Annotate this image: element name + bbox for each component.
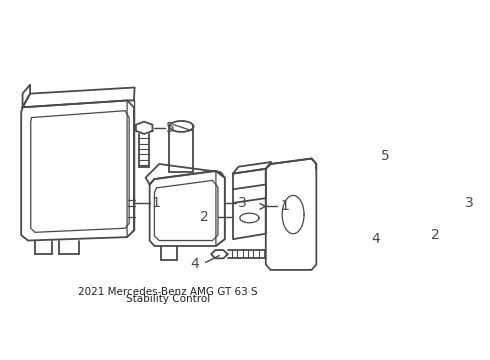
Text: 2: 2	[431, 228, 440, 242]
Text: 5: 5	[166, 121, 175, 135]
Text: 2: 2	[200, 210, 209, 224]
Text: 4: 4	[190, 257, 199, 271]
Text: 4: 4	[372, 232, 380, 246]
Text: 3: 3	[238, 196, 246, 210]
Text: 3: 3	[466, 196, 474, 210]
Text: 5: 5	[381, 149, 390, 163]
Text: 2021 Mercedes-Benz AMG GT 63 S: 2021 Mercedes-Benz AMG GT 63 S	[78, 287, 258, 297]
Text: Stability Control: Stability Control	[126, 294, 210, 304]
Text: 1: 1	[151, 196, 160, 210]
Text: 1: 1	[281, 199, 290, 213]
